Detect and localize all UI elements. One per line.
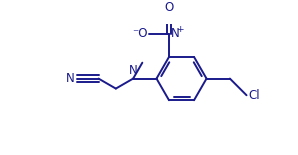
Text: ⁻O: ⁻O [132, 27, 147, 40]
Text: N: N [171, 27, 179, 40]
Text: Cl: Cl [248, 89, 260, 102]
Text: N: N [129, 64, 138, 77]
Text: N: N [66, 72, 74, 85]
Text: O: O [164, 1, 174, 13]
Text: +: + [176, 25, 184, 34]
